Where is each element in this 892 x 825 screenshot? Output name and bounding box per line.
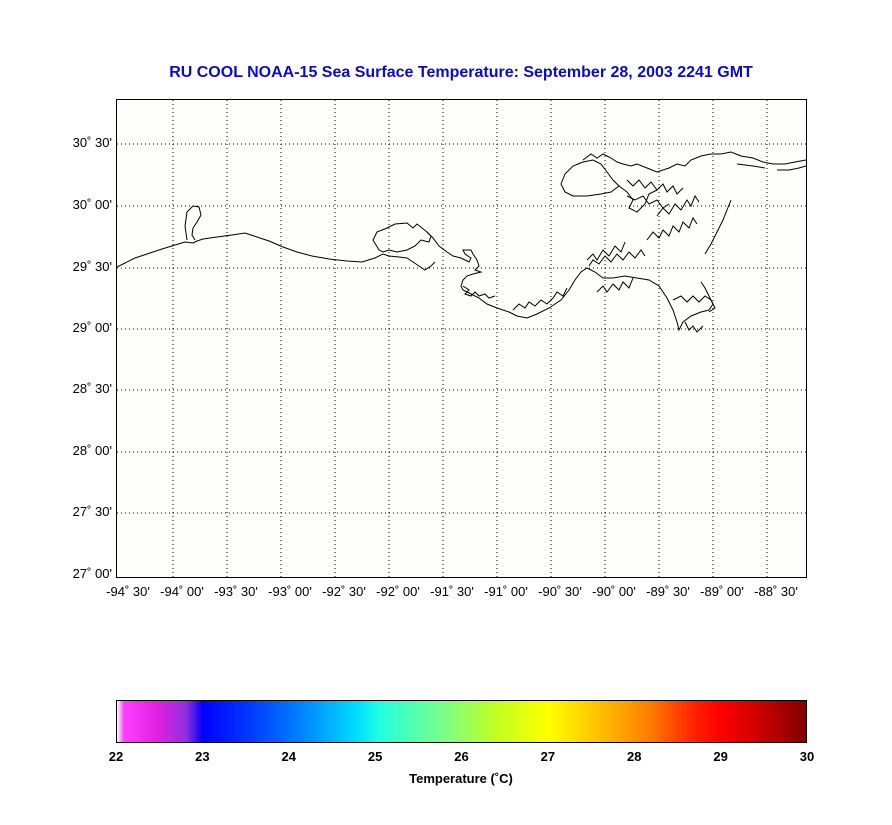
colorbar-tick-label: 23: [195, 749, 210, 764]
colorbar-tick-label: 28: [627, 749, 642, 764]
longitude-label: -91˚ 00': [484, 584, 528, 599]
delta-fringe-2: [512, 287, 568, 311]
longitude-label: -89˚ 00': [700, 584, 744, 599]
coastline-mississippi: [582, 151, 806, 173]
latitude-label: 30˚ 00': [72, 197, 112, 212]
colorbar-tick-label: 29: [713, 749, 728, 764]
colorbar-tick-label: 22: [108, 749, 124, 764]
colorbar-tick-label: 24: [281, 749, 296, 764]
latitude-label: 28˚ 00': [72, 443, 112, 458]
delta-fringe-7: [586, 241, 626, 261]
colorbar-tick-label: 30: [799, 749, 815, 764]
coastline-west: [117, 232, 436, 271]
latitude-label: 29˚ 30': [72, 259, 112, 274]
delta-fringe-6: [656, 194, 700, 217]
latitude-label: 29˚ 00': [72, 320, 112, 335]
map-title: RU COOL NOAA-15 Sea Surface Temperature:…: [169, 64, 753, 81]
longitude-label: -94˚ 30': [106, 584, 150, 599]
latitude-label: 27˚ 00': [72, 566, 112, 581]
colorbar: [116, 700, 807, 743]
longitude-label: -88˚ 30': [754, 584, 798, 599]
latitude-label: 28˚ 30': [72, 381, 112, 396]
coastline-atchafalaya: [426, 231, 714, 332]
longitude-label: -90˚ 30': [538, 584, 582, 599]
delta-fringe-1: [462, 285, 496, 299]
latitude-label: 27˚ 30': [72, 504, 112, 519]
delta-fringe-4: [596, 277, 634, 293]
longitude-label: -90˚ 00': [592, 584, 636, 599]
graticule-grid: [117, 100, 806, 577]
colorbar-tick-label: 26: [454, 749, 469, 764]
lake-calcasieu: [184, 205, 202, 241]
delta-fringe-3: [588, 249, 646, 267]
delta-tip: [684, 321, 704, 333]
longitude-label: -94˚ 00': [160, 584, 204, 599]
lake-pontchartrain: [560, 159, 620, 197]
barrier-island-2: [777, 165, 806, 171]
longitude-label: -89˚ 30': [646, 584, 690, 599]
map-plot-area: [116, 99, 807, 578]
delta-marsh-2: [626, 195, 670, 209]
delta-fringe-8: [672, 295, 716, 313]
longitude-label: -92˚ 00': [376, 584, 420, 599]
colorbar-label: Temperature (˚C): [409, 771, 513, 786]
chandeleur-islands: [704, 199, 732, 255]
coastline: [117, 151, 806, 333]
longitude-label: -91˚ 30': [430, 584, 474, 599]
delta-fringe-5: [646, 216, 698, 241]
barrier-island-1: [736, 163, 766, 169]
lake-borgne: [618, 185, 658, 213]
longitude-label: -92˚ 30': [322, 584, 366, 599]
longitude-label: -93˚ 00': [268, 584, 312, 599]
colorbar-tick-label: 27: [540, 749, 556, 764]
coastline-vermilion: [372, 222, 432, 253]
latitude-label: 30˚ 30': [72, 135, 112, 150]
map-canvas: [117, 100, 806, 577]
longitude-label: -93˚ 30': [214, 584, 258, 599]
colorbar-tick-label: 25: [367, 749, 383, 764]
delta-marsh: [626, 179, 684, 195]
